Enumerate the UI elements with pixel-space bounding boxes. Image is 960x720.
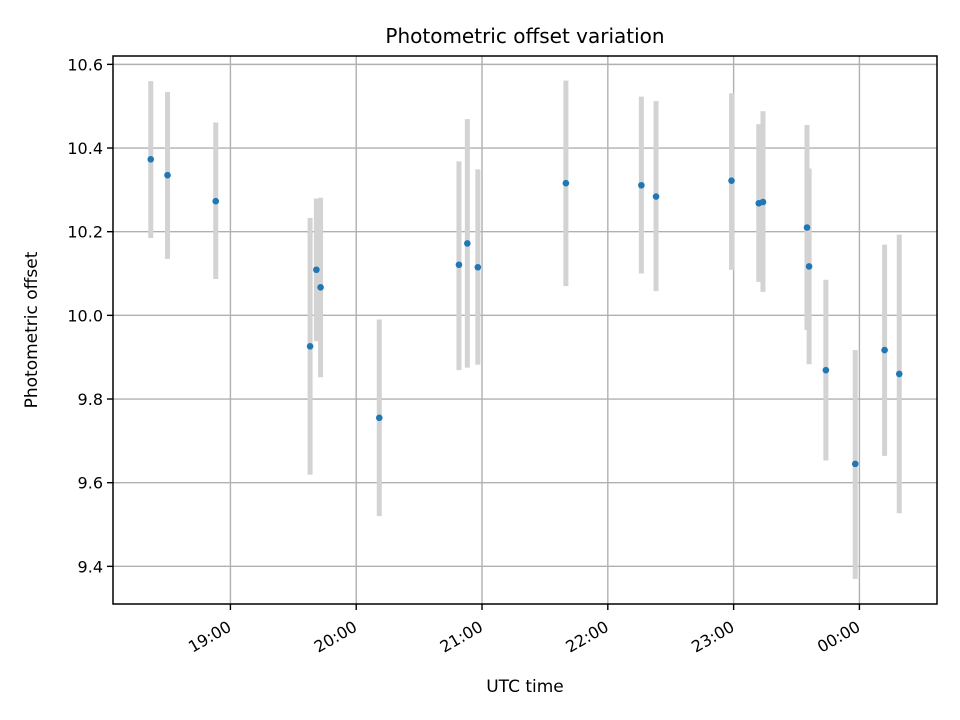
y-tick-label: 9.6 <box>78 474 103 493</box>
data-point <box>474 263 482 271</box>
data-point <box>759 198 767 206</box>
data-point <box>895 370 903 378</box>
data-point <box>728 177 735 184</box>
plot-frame <box>112 55 938 605</box>
data-point <box>638 181 645 189</box>
chart-title: Photometric offset variation <box>385 24 664 48</box>
y-tick-label: 9.8 <box>78 390 103 409</box>
data-point <box>652 193 660 200</box>
y-axis-label: Photometric offset <box>22 251 42 408</box>
y-tick-label: 10.4 <box>67 139 103 158</box>
data-points <box>147 156 903 468</box>
x-axis-label: UTC time <box>486 677 564 697</box>
y-tick-label: 10.6 <box>67 55 103 74</box>
grid <box>113 56 937 604</box>
data-point <box>455 261 463 269</box>
data-point <box>164 171 171 179</box>
y-tick-label: 10.0 <box>67 306 103 325</box>
data-point <box>881 346 888 354</box>
y-tick-label: 10.2 <box>67 223 103 242</box>
data-point <box>306 343 314 350</box>
data-point <box>464 240 471 247</box>
data-point <box>317 284 324 291</box>
data-point <box>805 263 813 270</box>
data-point <box>212 197 220 205</box>
data-point <box>147 156 155 163</box>
data-point <box>851 460 859 468</box>
data-point <box>375 414 383 422</box>
y-tick-label: 9.4 <box>78 557 103 576</box>
data-point <box>562 179 570 187</box>
data-point <box>313 266 320 274</box>
data-point <box>803 224 811 231</box>
data-point <box>822 366 830 374</box>
